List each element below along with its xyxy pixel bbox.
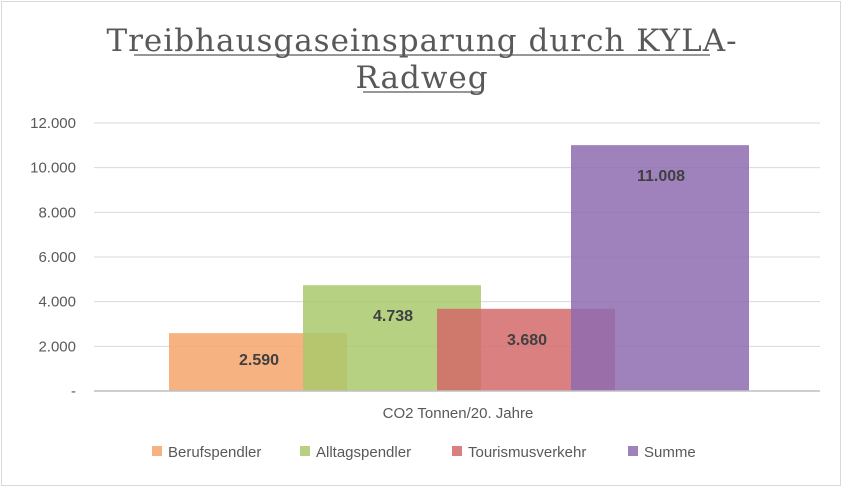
data-label-tourismusverkehr: 3.680 xyxy=(507,332,547,349)
data-label-alltagspendler: 4.738 xyxy=(373,308,413,325)
chart-title-line-1: Treibhausgaseinsparung durch KYLA- xyxy=(106,23,737,59)
data-label-summe: 11.008 xyxy=(637,168,685,185)
legend-swatch-berufspendler xyxy=(152,446,162,456)
legend-swatch-summe xyxy=(628,446,638,456)
y-tick-label: 2.000 xyxy=(38,338,76,355)
legend-label-tourismusverkehr: Tourismusverkehr xyxy=(468,444,586,461)
chart-title: Treibhausgaseinsparung durch KYLA- Radwe… xyxy=(106,23,737,96)
y-tick-label: 12.000 xyxy=(30,115,76,132)
legend-swatch-tourismusverkehr xyxy=(452,446,462,456)
y-tick-label: - xyxy=(71,383,76,400)
category-label: CO2 Tonnen/20. Jahre xyxy=(383,405,534,422)
legend-label-alltagspendler: Alltagspendler xyxy=(316,444,411,461)
y-tick-label: 10.000 xyxy=(30,160,76,177)
y-tick-label: 6.000 xyxy=(38,249,76,266)
y-tick-label: 8.000 xyxy=(38,204,76,221)
bars: 2.590 4.738 3.680 11.008 xyxy=(169,145,749,391)
y-tick-label: 4.000 xyxy=(38,294,76,311)
bar-summe xyxy=(571,145,749,391)
chart-title-line-2: Radweg xyxy=(355,60,488,96)
data-label-berufspendler: 2.590 xyxy=(239,352,279,369)
legend-swatch-alltagspendler xyxy=(300,446,310,456)
legend-label-summe: Summe xyxy=(644,444,696,461)
legend-label-berufspendler: Berufspendler xyxy=(168,444,261,461)
legend: Berufspendler Alltagspendler Tourismusverk… xyxy=(152,444,696,461)
y-axis-ticks: - 2.000 4.000 6.000 8.000 10.000 12.000 xyxy=(30,115,76,400)
